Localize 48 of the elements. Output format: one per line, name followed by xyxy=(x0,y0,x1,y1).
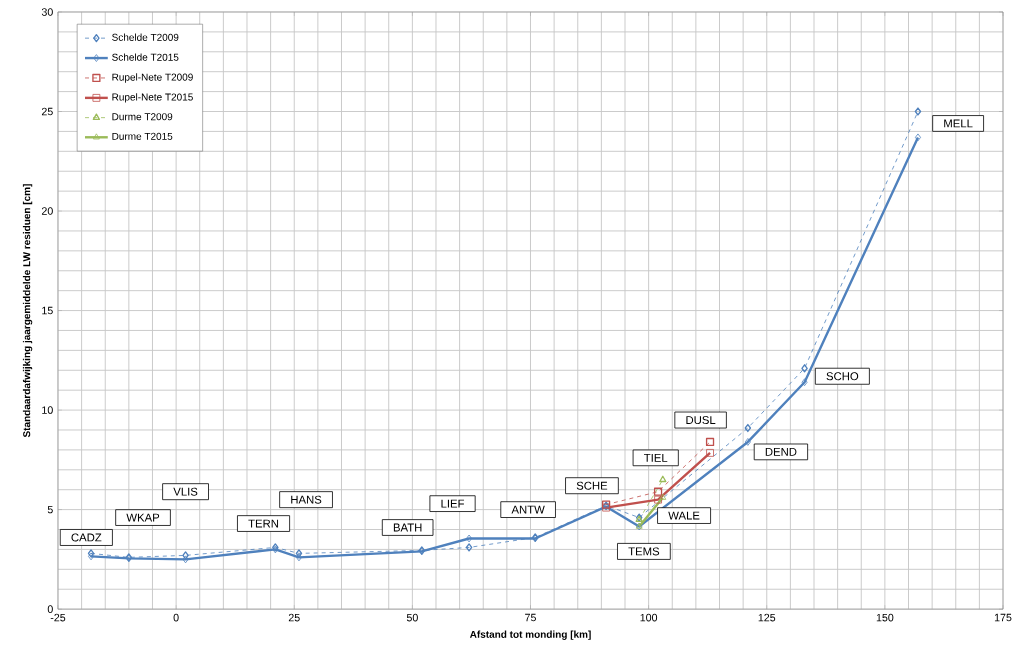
annotation: LIEF xyxy=(441,499,465,508)
annotation: SCHE xyxy=(576,481,608,490)
annotation: ANTW xyxy=(511,505,545,514)
point xyxy=(705,437,715,447)
point xyxy=(801,364,808,373)
annotation: BATH xyxy=(393,523,422,532)
y-axis-title: Standaardafwijking jaargemiddelde LW residuen [cm] xyxy=(22,184,33,438)
x-tick-label: -25 xyxy=(50,613,66,622)
annotation: DUSL xyxy=(686,416,716,425)
annotation: HANS xyxy=(291,495,322,504)
legend-label: Durme T2009 xyxy=(112,113,173,121)
annotation: WKAP xyxy=(126,513,160,522)
y-tick-label: 5 xyxy=(47,506,53,514)
y-tick-label: 15 xyxy=(42,306,53,315)
point xyxy=(914,133,921,142)
x-tick-label: 150 xyxy=(876,613,894,622)
annotation: TEMS xyxy=(628,547,660,556)
annotation: TIEL xyxy=(644,454,668,462)
x-axis-title: Afstand tot monding [km] xyxy=(469,630,591,641)
x-tick-label: 175 xyxy=(994,613,1012,622)
y-tick-label: 25 xyxy=(41,107,53,116)
point xyxy=(465,543,473,552)
x-tick-label: 100 xyxy=(640,613,658,622)
legend-label: Rupel-Nete T2009 xyxy=(112,73,193,83)
y-tick-label: 0 xyxy=(47,605,53,614)
annotation: DEND xyxy=(765,448,797,456)
annotation: SCHO xyxy=(826,372,859,381)
x-tick-label: 75 xyxy=(525,613,536,622)
point xyxy=(744,423,752,433)
legend-label: Schelde T2009 xyxy=(112,33,179,41)
point xyxy=(914,107,922,116)
annotation: WALE xyxy=(668,511,700,520)
y-tick-label: 10 xyxy=(42,406,53,414)
y-tick-label: 20 xyxy=(41,207,53,215)
point xyxy=(653,487,663,496)
point xyxy=(706,449,714,457)
annotation: MELL xyxy=(944,119,973,128)
annotation: VLIS xyxy=(173,487,198,496)
annotation: CADZ xyxy=(71,533,102,542)
x-tick-label: 0 xyxy=(173,613,179,622)
annotation: TERN xyxy=(248,519,279,528)
legend-label: Rupel-Nete T2015 xyxy=(112,93,193,103)
x-tick-label: 125 xyxy=(758,613,776,622)
y-tick-label: 30 xyxy=(41,8,53,16)
x-tick-label: 25 xyxy=(288,613,300,622)
x-tick-label: 50 xyxy=(406,613,418,622)
legend-label: Schelde T2015 xyxy=(112,53,179,61)
legend-label: Durme T2015 xyxy=(112,132,173,140)
